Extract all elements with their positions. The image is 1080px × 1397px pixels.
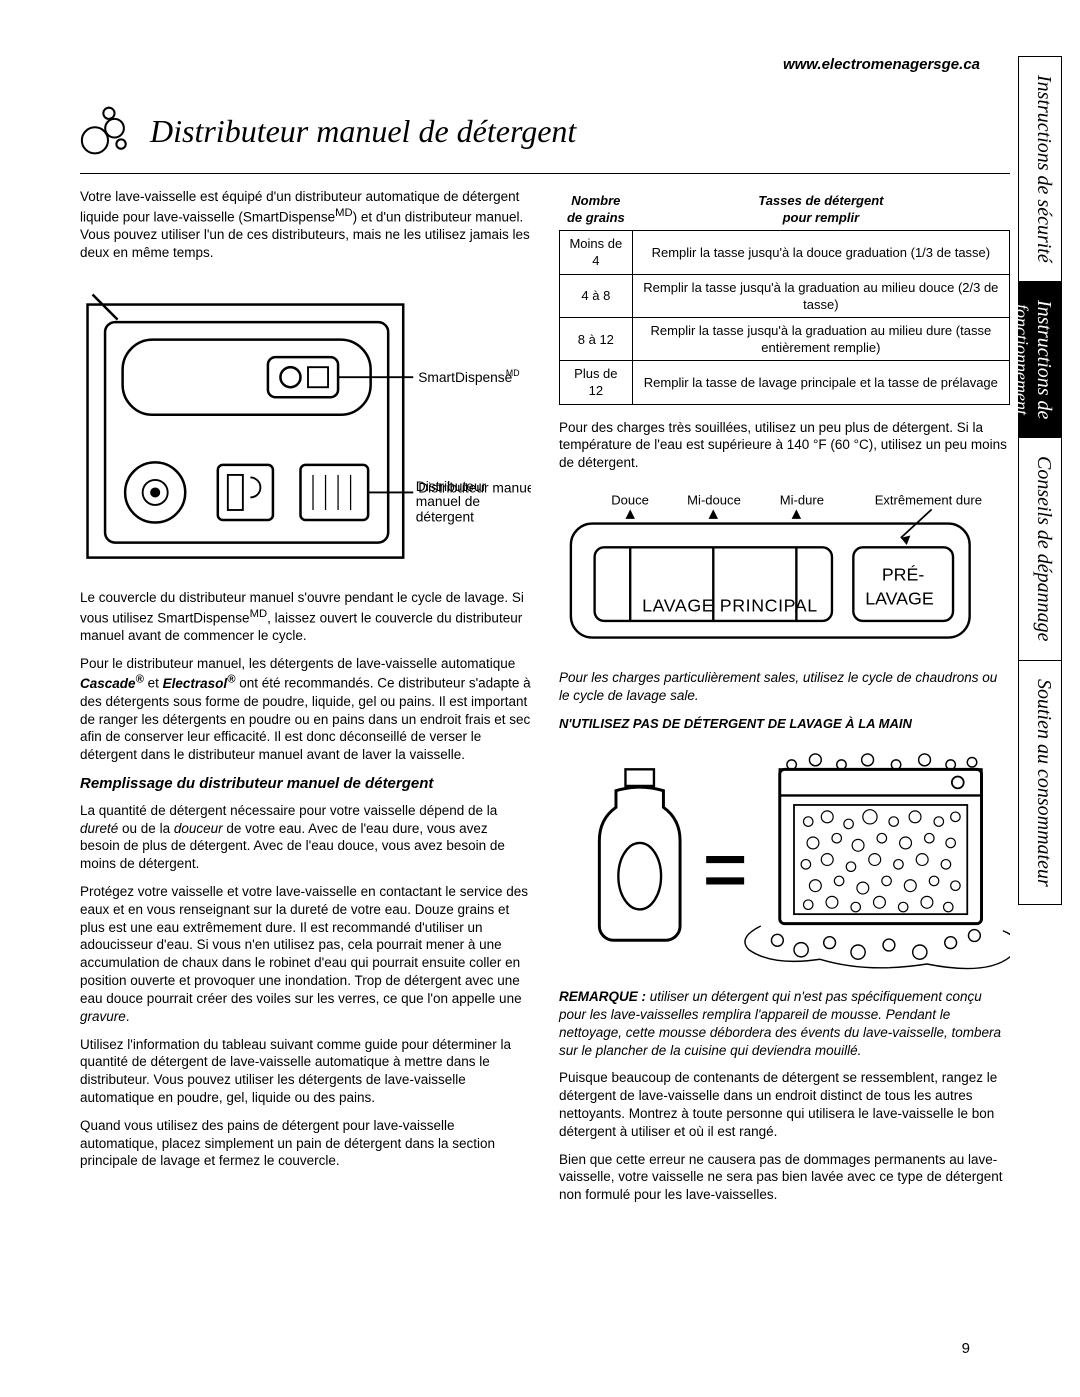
svg-text:Mi-dure: Mi-dure xyxy=(780,493,824,508)
remark-para: REMARQUE : utiliser un détergent qui n'e… xyxy=(559,988,1010,1059)
fill-heading: Remplissage du distributeur manuel de dé… xyxy=(80,774,531,794)
hand-detergent-warning: N'UTILISEZ PAS DE DÉTERGENT DE LAVAGE À … xyxy=(559,715,1010,732)
storage-para: Puisque beaucoup de contenants de déterg… xyxy=(559,1069,1010,1140)
header-url: www.electromenagersge.ca xyxy=(80,56,1010,73)
th-cups: Tasses de détergentpour remplir xyxy=(632,188,1009,231)
intro-para: Votre lave-vaisselle est équipé d'un dis… xyxy=(80,188,531,262)
dosing-table: Nombrede grains Tasses de détergentpour … xyxy=(559,188,1010,405)
right-column: Nombrede grains Tasses de détergentpour … xyxy=(559,188,1010,1214)
pains-para: Quand vous utilisez des pains de déterge… xyxy=(80,1117,531,1170)
th-grains: Nombrede grains xyxy=(560,188,633,231)
cycle-note: Pour les charges particulièrement sales,… xyxy=(559,669,1010,705)
svg-text:Mi-douce: Mi-douce xyxy=(687,493,741,508)
final-para: Bien que cette erreur ne causera pas de … xyxy=(559,1151,1010,1204)
bubbles-icon xyxy=(80,103,136,159)
dispenser-cup-diagram: Douce Mi-douce Mi-dure Extrêmement dure … xyxy=(559,488,1010,654)
table-row: 8 à 12Remplir la tasse jusqu'à la gradua… xyxy=(560,317,1010,360)
svg-text:SmartDispense: SmartDispense xyxy=(418,370,512,385)
door-diagram: SmartDispense MD Distributeur manuel de … xyxy=(80,282,531,570)
svg-text:PRÉ-: PRÉ- xyxy=(882,565,925,585)
page-title: Distributeur manuel de détergent xyxy=(150,113,576,150)
svg-text:Douce: Douce xyxy=(611,493,649,508)
cover-para: Le couvercle du distributeur manuel s'ou… xyxy=(80,589,531,645)
svg-text:LAVAGE: LAVAGE xyxy=(865,588,934,608)
brands-para: Pour le distributeur manuel, les déterge… xyxy=(80,655,531,764)
side-tabs: Instructions de sécurité Instructions de… xyxy=(1018,56,1062,905)
svg-text:MD: MD xyxy=(506,368,520,378)
tab-support[interactable]: Soutien au consommateur xyxy=(1018,660,1062,906)
page-number: 9 xyxy=(962,1340,970,1357)
protect-para: Protégez votre vaisselle et votre lave-v… xyxy=(80,883,531,1026)
table-intro-para: Utilisez l'information du tableau suivan… xyxy=(80,1036,531,1107)
svg-text:LAVAGE PRINCIPAL: LAVAGE PRINCIPAL xyxy=(642,595,818,615)
quantity-para: La quantité de détergent nécessaire pour… xyxy=(80,802,531,873)
table-row: Plus de 12Remplir la tasse de lavage pri… xyxy=(560,361,1010,404)
table-row: 4 à 8Remplir la tasse jusqu'à la graduat… xyxy=(560,274,1010,317)
title-rule xyxy=(80,173,1010,174)
suds-diagram xyxy=(559,748,1010,974)
left-column: Votre lave-vaisselle est équipé d'un dis… xyxy=(80,188,531,1214)
heavy-load-para: Pour des charges très souillées, utilise… xyxy=(559,419,1010,472)
svg-text:Extrêmement dure: Extrêmement dure xyxy=(875,493,982,508)
tab-operation[interactable]: Instructions defonctionnement xyxy=(1018,281,1062,437)
tab-safety[interactable]: Instructions de sécurité xyxy=(1018,56,1062,281)
tab-troubleshoot[interactable]: Conseils de dépannage xyxy=(1018,437,1062,660)
table-row: Moins de 4Remplir la tasse jusqu'à la do… xyxy=(560,231,1010,274)
